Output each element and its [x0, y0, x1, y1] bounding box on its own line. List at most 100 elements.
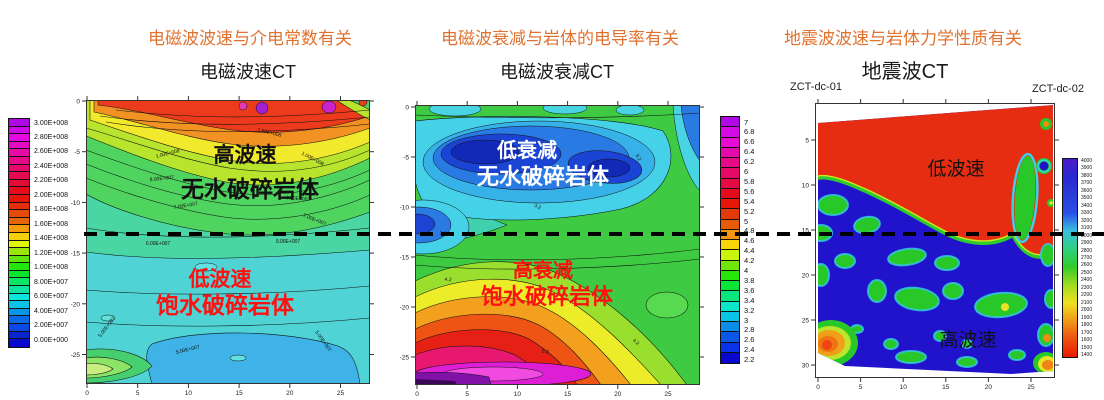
y-tick-label: 0	[76, 99, 80, 106]
colorbar-cell	[9, 324, 29, 332]
x-tick-label: 15	[235, 390, 243, 397]
x-tick-label: 25	[664, 391, 672, 398]
borehole-label-left: ZCT-dc-01	[790, 81, 842, 93]
colorbar-cell	[721, 158, 739, 169]
y-tick-label: -15	[71, 251, 81, 258]
zone-label-saturated-rock: 饱水破碎岩体	[156, 292, 295, 318]
colorbar-tick-label: 2200	[1081, 292, 1093, 299]
colorbar-cell	[9, 149, 29, 157]
y-tick-label: -20	[71, 301, 81, 308]
colorbar-tick-label: 2.2	[744, 355, 755, 365]
svg-text:8.00E+007: 8.00E+007	[149, 175, 174, 184]
colorbar-tick-label: 3400	[1081, 202, 1093, 209]
colorbar-cell	[9, 255, 29, 264]
colorbar-tick-label: 3.4	[744, 295, 755, 305]
y-tick-label: 5	[805, 138, 809, 145]
colorbar-tick-label: 5.2	[744, 206, 755, 216]
colorbar-tick-label: 2.6	[744, 335, 755, 345]
x-tick-label: 20	[286, 390, 294, 397]
colorbar-tick-label: 3300	[1081, 210, 1093, 217]
colorbar-tick-label: 3.00E+008	[34, 119, 69, 127]
seismic-ct-plot: 低波速 高波速 0 5 10 15 20 25 5 10 15 20 25 30	[802, 99, 1059, 391]
y-tick-label: 0	[405, 105, 409, 112]
colorbar-cell	[9, 194, 29, 203]
svg-text:4.2: 4.2	[444, 277, 452, 284]
em-attenuation-axes: 0 5 10 15 20 25 0 -5 -10 -15 -20 -25	[400, 101, 704, 398]
colorbar-tick-label: 4.8	[744, 226, 755, 236]
colorbar-cell	[9, 278, 29, 287]
panel2-heading: 电磁波衰减与岩体的电导率有关	[441, 29, 679, 48]
em-velocity-contour-plot: 1.50E+008 1.00E+008 1.00E+008 8.00E+007 …	[71, 96, 374, 397]
colorbar-tick-label: 7	[744, 117, 749, 127]
colorbar-cell	[721, 127, 739, 138]
colorbar-tick-label: 4	[744, 266, 749, 275]
colorbar-tick-label: 3100	[1081, 225, 1093, 232]
colorbar-tick-label: 3.6	[744, 285, 755, 295]
colorbar-tick-label: 2.60E+008	[34, 148, 69, 156]
colorbar-cell	[9, 156, 29, 165]
colorbar-tick-label: 4.6	[744, 236, 755, 246]
colorbar-tick-label: 2.80E+008	[34, 133, 69, 141]
em-velocity-axes: 0 5 10 15 20 25 0 -5 -10 -15 -20 -25	[71, 96, 374, 397]
panel1-heading: 电磁波波速与介电常数有关	[148, 29, 352, 48]
y-tick-label: -25	[71, 352, 81, 359]
colorbar-cell	[721, 260, 739, 271]
colorbar-cell	[9, 270, 29, 279]
em-attenuation-contour-field: 3.2 3.2 3.2 4.2 5.2 4.2 低衰减 无水破碎岩体 高衰减 饱…	[415, 105, 700, 385]
y-tick-label: -20	[400, 305, 410, 312]
y-tick-label: 30	[802, 363, 810, 370]
y-tick-label: -15	[400, 255, 410, 262]
colorbar-cell	[9, 240, 29, 249]
colorbar-cell	[9, 187, 29, 195]
svg-text:1.50E+008: 1.50E+008	[257, 127, 282, 139]
colorbar-cell	[721, 291, 739, 302]
colorbar-cell	[721, 301, 739, 312]
colorbar-tick-label: 2.8	[744, 325, 755, 335]
colorbar-cell	[9, 308, 29, 317]
y-tick-label: -10	[400, 205, 410, 212]
x-tick-label: 0	[85, 390, 89, 397]
colorbar-tick-label: 3	[744, 315, 749, 325]
colorbar-tick-label: 1600	[1081, 337, 1093, 344]
colorbar-tick-label: 2.20E+008	[34, 177, 69, 185]
y-tick-label: 10	[802, 183, 810, 190]
panel1-plot-title: 电磁波速CT	[200, 62, 296, 82]
x-tick-label: 15	[942, 384, 950, 391]
x-tick-label: 25	[337, 390, 345, 397]
colorbar-tick-label: 3700	[1081, 180, 1093, 187]
y-tick-label: -5	[403, 155, 409, 162]
zone-label-low-attenuation: 低衰减	[496, 138, 557, 162]
colorbar-tick-label: 3800	[1081, 172, 1093, 179]
colorbar-tick-label: 6.6	[744, 137, 755, 147]
colorbar-tick-label: 2300	[1081, 284, 1093, 291]
colorbar-tick-label: 0.00E+000	[34, 336, 69, 344]
colorbar-cell	[9, 126, 29, 135]
colorbar-tick-label: 2500	[1081, 269, 1093, 276]
colorbar-cell	[721, 219, 739, 230]
y-tick-label: 20	[802, 273, 810, 280]
colorbar-tick-label: 3600	[1081, 187, 1093, 194]
panel3-plot-title: 地震波CT	[861, 61, 949, 83]
colorbar-tick-label: 4.2	[744, 256, 755, 266]
colorbar-tick-label: 3.2	[744, 305, 755, 315]
x-tick-label: 5	[859, 384, 863, 391]
x-tick-label: 20	[985, 384, 993, 391]
colorbar-cell	[721, 168, 739, 179]
colorbar-cell	[9, 316, 29, 325]
colorbar-tick-label: 1.60E+008	[34, 220, 69, 228]
y-tick-label: 25	[802, 318, 810, 325]
svg-text:6.00E+007: 6.00E+007	[146, 241, 171, 247]
colorbar-cell	[721, 250, 739, 261]
y-tick-label: -25	[400, 355, 410, 362]
colorbar-cell	[721, 332, 739, 343]
colorbar-cell	[9, 232, 29, 241]
colorbar-tick-label: 1800	[1081, 322, 1093, 329]
x-tick-label: 10	[514, 391, 522, 398]
colorbar-cell	[9, 141, 29, 150]
colorbar-tick-label: 2100	[1081, 299, 1093, 306]
x-tick-label: 5	[465, 391, 469, 398]
colorbar-tick-label: 1.00E+008	[34, 264, 69, 272]
x-tick-label: 20	[614, 391, 622, 398]
colorbar-cell	[9, 286, 29, 294]
